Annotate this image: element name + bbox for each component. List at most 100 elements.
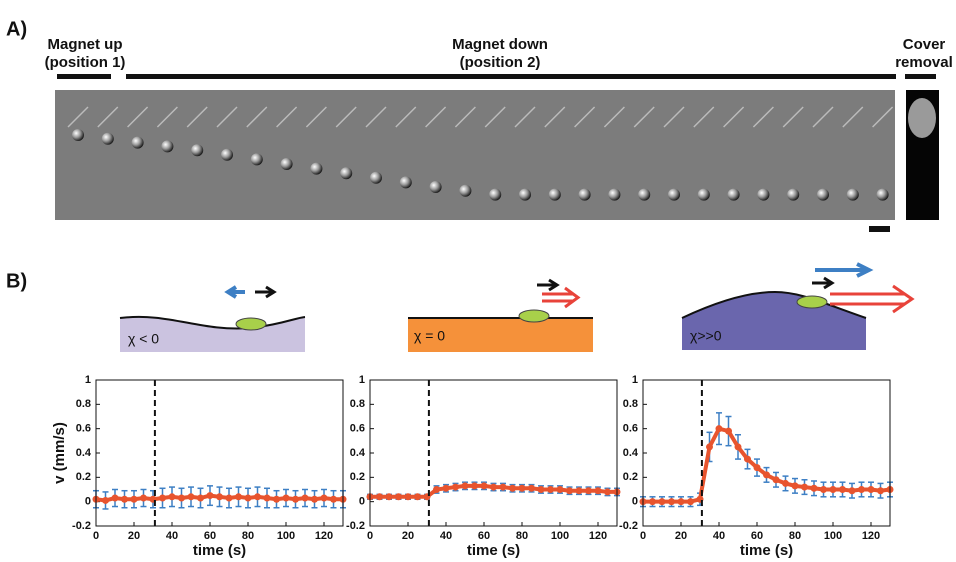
data-point — [216, 493, 223, 501]
streak — [335, 106, 357, 128]
bead — [638, 188, 651, 201]
bead — [429, 181, 442, 193]
arrow — [815, 262, 874, 278]
x-tick-label: 60 — [751, 530, 763, 542]
streak — [305, 106, 327, 128]
streak — [365, 106, 387, 128]
y-tick-label: 0.8 — [350, 398, 365, 410]
y-tick-label: 0.4 — [350, 447, 366, 459]
bead — [578, 188, 591, 201]
x-tick-label: 0 — [93, 530, 99, 542]
arrow — [537, 278, 560, 292]
data-point — [668, 498, 675, 506]
arrow — [830, 284, 915, 314]
data-point — [772, 476, 780, 484]
data-point — [178, 494, 185, 502]
schematic — [408, 318, 593, 352]
x-tick-label: 80 — [789, 530, 801, 542]
data-point — [404, 493, 412, 501]
data-point — [461, 482, 469, 490]
streak — [633, 106, 655, 128]
bead — [697, 188, 710, 201]
streak — [97, 106, 119, 128]
data-point — [820, 486, 827, 493]
x-axis-label: time (s) — [740, 542, 793, 559]
data-point — [829, 486, 837, 493]
y-tick-label: 0 — [85, 496, 91, 508]
bead — [221, 148, 233, 161]
streak — [216, 106, 238, 128]
arrow — [224, 285, 245, 299]
bead — [817, 188, 829, 201]
data-point — [585, 487, 592, 495]
data-point — [376, 493, 383, 501]
bead — [876, 188, 889, 201]
y-tick-label: 0.8 — [76, 398, 91, 410]
streak — [603, 106, 625, 128]
data-point — [858, 486, 865, 493]
streak — [872, 106, 894, 128]
label: Magnet up — [48, 36, 123, 53]
schematic-label: χ = 0 — [414, 328, 445, 344]
data-point — [254, 493, 261, 501]
data-point — [744, 455, 751, 463]
streak — [156, 106, 178, 128]
y-tick-label: 1 — [359, 374, 365, 386]
streak — [276, 106, 298, 128]
x-tick-label: 40 — [166, 530, 178, 542]
data-point — [263, 494, 271, 502]
bead — [757, 188, 770, 201]
data-point — [556, 486, 564, 493]
data-point — [433, 486, 440, 493]
streak — [782, 106, 804, 128]
bead — [340, 167, 353, 180]
streak — [752, 106, 774, 128]
data-point — [235, 493, 242, 501]
y-tick-label: 0.6 — [76, 423, 91, 435]
arrow — [542, 286, 581, 309]
y-tick-label: 0.4 — [623, 447, 639, 459]
streak — [544, 106, 566, 128]
bead — [608, 188, 621, 201]
data-point — [715, 425, 723, 433]
data-point — [452, 483, 459, 491]
schematic — [120, 316, 305, 352]
x-tick-label: 80 — [242, 530, 254, 542]
data-point — [168, 493, 176, 501]
bead — [787, 188, 800, 201]
data-point — [244, 494, 252, 502]
bead — [846, 188, 859, 201]
plot-frame — [95, 379, 344, 527]
label: (position 2) — [460, 54, 541, 71]
particle — [235, 317, 267, 331]
bead — [519, 188, 531, 201]
x-tick-label: 40 — [440, 530, 452, 542]
streak — [693, 106, 715, 128]
data-point — [725, 427, 732, 435]
y-tick-label: 0.6 — [350, 423, 365, 435]
data-point — [848, 487, 856, 495]
bar — [905, 74, 936, 79]
schematic-label: χ < 0 — [128, 331, 159, 347]
streak — [484, 106, 506, 128]
y-tick-label: 0.8 — [623, 398, 638, 410]
panel-label: B) — [6, 270, 27, 292]
arrow — [812, 276, 835, 290]
data-point — [111, 494, 119, 502]
data-point — [282, 494, 290, 502]
x-tick-label: 20 — [402, 530, 414, 542]
data-point — [292, 495, 299, 503]
x-tick-label: 20 — [128, 530, 140, 542]
data-point — [706, 443, 713, 451]
bead — [310, 162, 323, 175]
x-tick-label: 0 — [640, 530, 646, 542]
data-point — [395, 493, 402, 501]
image-content — [908, 98, 936, 138]
x-tick-label: 40 — [713, 530, 725, 542]
y-tick-label: 0 — [359, 496, 365, 508]
data-point — [658, 498, 666, 506]
data-point — [140, 494, 147, 502]
x-tick-label: 60 — [478, 530, 490, 542]
schematic-label: χ>>0 — [690, 328, 722, 344]
y-tick-label: -0.2 — [72, 520, 91, 532]
